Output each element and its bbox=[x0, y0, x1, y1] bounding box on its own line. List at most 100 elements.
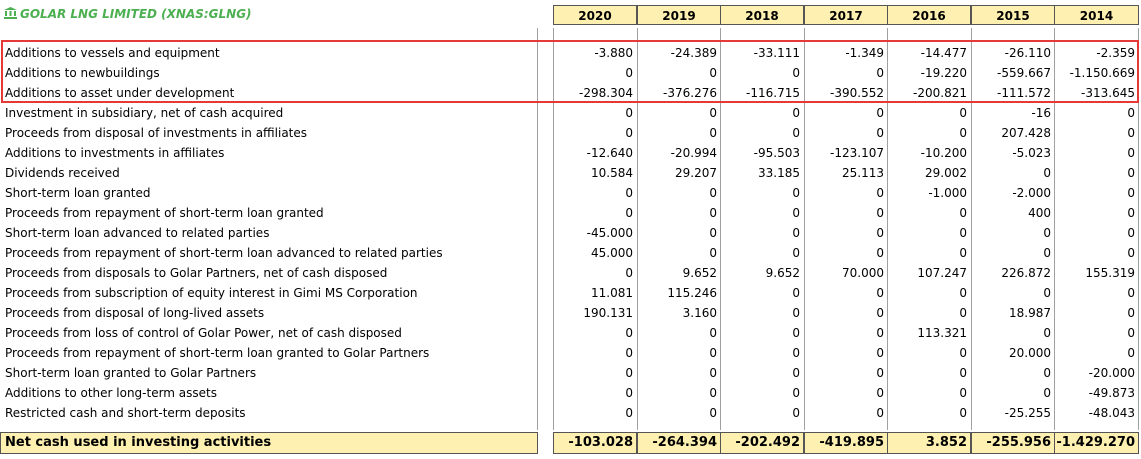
value-cell-2020: 0 bbox=[625, 386, 633, 400]
value-cell-2018: 0 bbox=[792, 66, 800, 80]
table-row: Additions to investments in affiliates -1… bbox=[0, 143, 1141, 163]
value-cell-2015: 0 bbox=[1043, 166, 1051, 180]
table-row: Investment in subsidiary, net of cash ac… bbox=[0, 103, 1141, 123]
value-cell-2018: 0 bbox=[792, 326, 800, 340]
value-cell-2017: 0 bbox=[876, 366, 884, 380]
value-cell-2019: 0 bbox=[709, 246, 717, 260]
row-label: Additions to vessels and equipment bbox=[5, 46, 220, 60]
value-cell-2016: 0 bbox=[959, 126, 967, 140]
year-header-2015: 2015 bbox=[971, 5, 1055, 25]
column-divider bbox=[537, 28, 538, 430]
value-cell-2018: -95.503 bbox=[753, 146, 800, 160]
table-row: Proceeds from loss of control of Golar P… bbox=[0, 323, 1141, 343]
value-cell-2020: -45.000 bbox=[586, 226, 633, 240]
table-row: Proceeds from disposal of long-lived ass… bbox=[0, 303, 1141, 323]
value-cell-2014: -49.873 bbox=[1088, 386, 1135, 400]
value-cell-2014: -2.359 bbox=[1096, 46, 1135, 60]
row-label: Additions to newbuildings bbox=[5, 66, 160, 80]
value-cell-2018: 33.185 bbox=[758, 166, 800, 180]
value-cell-2020: 45.000 bbox=[591, 246, 633, 260]
value-cell-2015: 226.872 bbox=[1001, 266, 1051, 280]
value-cell-2015: -2.000 bbox=[1012, 186, 1051, 200]
value-cell-2016: 0 bbox=[959, 246, 967, 260]
table-row: Dividends received 10.584 29.207 33.185 25.1… bbox=[0, 163, 1141, 183]
value-cell-2015: 0 bbox=[1043, 226, 1051, 240]
year-header-2017: 2017 bbox=[804, 5, 888, 25]
row-label: Investment in subsidiary, net of cash ac… bbox=[5, 106, 284, 120]
value-cell-2015: -26.110 bbox=[1004, 46, 1051, 60]
value-cell-2019: 115.246 bbox=[667, 286, 717, 300]
value-cell-2018: 0 bbox=[792, 286, 800, 300]
value-cell-2018: 0 bbox=[792, 226, 800, 240]
value-cell-2020: 0 bbox=[625, 406, 633, 420]
value-cell-2015: 18.987 bbox=[1009, 306, 1051, 320]
value-cell-2017: 0 bbox=[876, 406, 884, 420]
value-cell-2015: 0 bbox=[1043, 286, 1051, 300]
company-title: GOLAR LNG LIMITED (XNAS:GLNG) bbox=[4, 5, 252, 23]
value-cell-2017: 0 bbox=[876, 346, 884, 360]
header-row: GOLAR LNG LIMITED (XNAS:GLNG) 2020 2019 20… bbox=[0, 3, 1141, 25]
total-value-2016: 3.852 bbox=[887, 432, 971, 454]
value-cell-2017: 70.000 bbox=[842, 266, 884, 280]
value-cell-2019: 0 bbox=[709, 106, 717, 120]
value-cell-2015: -16 bbox=[1031, 106, 1051, 120]
total-label: Net cash used in investing activities bbox=[0, 432, 538, 454]
value-cell-2015: -25.255 bbox=[1004, 406, 1051, 420]
row-label: Proceeds from repayment of short-term lo… bbox=[5, 346, 430, 360]
table-row: Additions to newbuildings 0 0 0 0 -19.220 -559… bbox=[0, 63, 1141, 83]
value-cell-2019: -24.389 bbox=[670, 46, 717, 60]
row-label: Proceeds from disposal of investments in… bbox=[5, 126, 308, 140]
table-row: Additions to asset under development -298… bbox=[0, 83, 1141, 103]
value-cell-2015: 0 bbox=[1043, 366, 1051, 380]
value-cell-2014: 0 bbox=[1127, 206, 1135, 220]
column-divider bbox=[1138, 28, 1139, 430]
year-header-2019: 2019 bbox=[637, 5, 721, 25]
year-header-2016: 2016 bbox=[887, 5, 971, 25]
table-row: Short-term loan granted 0 0 0 0 -1.000 -2.000 0 bbox=[0, 183, 1141, 203]
column-divider bbox=[971, 28, 972, 430]
table-row: Proceeds from repayment of short-term lo… bbox=[0, 343, 1141, 363]
value-cell-2018: 0 bbox=[792, 366, 800, 380]
column-divider bbox=[1054, 28, 1055, 430]
value-cell-2014: 0 bbox=[1127, 306, 1135, 320]
value-cell-2016: 0 bbox=[959, 206, 967, 220]
value-cell-2020: 0 bbox=[625, 346, 633, 360]
value-cell-2015: -111.572 bbox=[997, 86, 1051, 100]
value-cell-2016: 0 bbox=[959, 106, 967, 120]
value-cell-2017: 25.113 bbox=[842, 166, 884, 180]
table-row: Proceeds from subscription of equity int… bbox=[0, 283, 1141, 303]
value-cell-2017: -390.552 bbox=[830, 86, 884, 100]
value-cell-2017: 0 bbox=[876, 386, 884, 400]
value-cell-2017: 0 bbox=[876, 106, 884, 120]
value-cell-2018: -33.111 bbox=[753, 46, 800, 60]
table-row: Proceeds from repayment of short-term lo… bbox=[0, 203, 1141, 223]
value-cell-2017: 0 bbox=[876, 286, 884, 300]
value-cell-2020: -298.304 bbox=[579, 86, 633, 100]
total-value-2019: -264.394 bbox=[637, 432, 721, 454]
value-cell-2014: -313.645 bbox=[1081, 86, 1135, 100]
value-cell-2016: 0 bbox=[959, 346, 967, 360]
value-cell-2017: 0 bbox=[876, 186, 884, 200]
row-label: Proceeds from repayment of short-term lo… bbox=[5, 246, 443, 260]
value-cell-2019: -376.276 bbox=[663, 86, 717, 100]
year-header-2014: 2014 bbox=[1054, 5, 1139, 25]
value-cell-2015: -5.023 bbox=[1012, 146, 1051, 160]
value-cell-2014: 0 bbox=[1127, 346, 1135, 360]
value-cell-2014: 0 bbox=[1127, 286, 1135, 300]
value-cell-2019: 0 bbox=[709, 386, 717, 400]
row-label: Proceeds from disposals to Golar Partner… bbox=[5, 266, 388, 280]
value-cell-2014: -20.000 bbox=[1088, 366, 1135, 380]
value-cell-2016: -200.821 bbox=[913, 86, 967, 100]
value-cell-2020: 0 bbox=[625, 106, 633, 120]
row-label: Proceeds from loss of control of Golar P… bbox=[5, 326, 402, 340]
table-row: Additions to vessels and equipment -3.880… bbox=[0, 43, 1141, 63]
value-cell-2018: 0 bbox=[792, 126, 800, 140]
table-row: Additions to other long-term assets 0 0 0 0 0… bbox=[0, 383, 1141, 403]
value-cell-2017: 0 bbox=[876, 306, 884, 320]
total-value-2014: -1.429.270 bbox=[1054, 432, 1139, 454]
value-cell-2020: 0 bbox=[625, 266, 633, 280]
year-header-2020: 2020 bbox=[553, 5, 637, 25]
value-cell-2020: 0 bbox=[625, 66, 633, 80]
row-label: Short-term loan advanced to related part… bbox=[5, 226, 270, 240]
